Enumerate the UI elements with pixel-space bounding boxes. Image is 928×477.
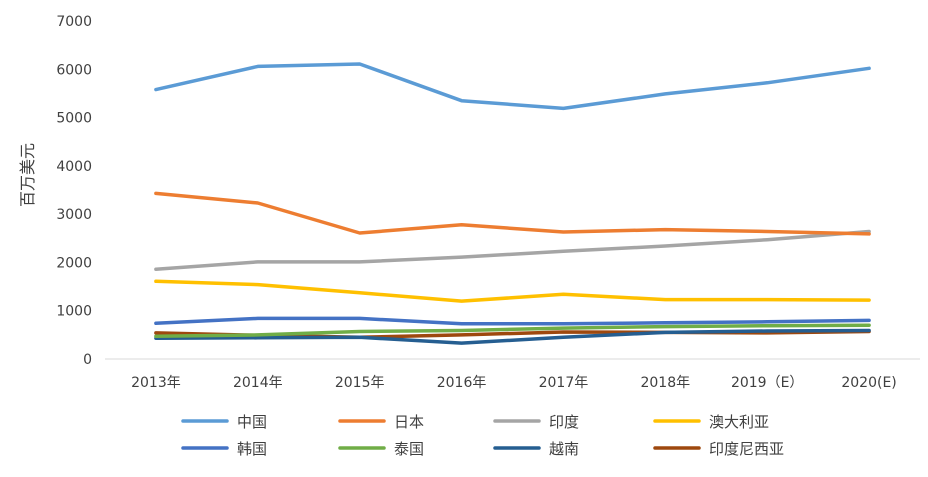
x-tick-label: 2016年	[437, 375, 487, 391]
legend-label: 越南	[549, 440, 579, 458]
series-layer	[154, 62, 871, 345]
x-tick-label: 2014年	[233, 375, 283, 391]
y-tick-label: 7000	[56, 14, 92, 30]
y-tick-label: 1000	[56, 304, 92, 320]
series-line-2	[154, 229, 871, 271]
axis-layer: 0 1000 2000 3000 4000 5000 6000 7000 2013年 2014年 2…	[56, 14, 920, 391]
y-tick-label: 2000	[56, 255, 92, 271]
legend-label: 印度	[549, 413, 579, 431]
legend-label: 泰国	[394, 440, 424, 458]
y-tick-label: 0	[83, 352, 92, 368]
series-line-0	[154, 62, 871, 111]
legend-label: 中国	[237, 413, 267, 431]
legend-label: 印度尼西亚	[709, 440, 784, 458]
x-tick-label: 2018年	[640, 375, 690, 391]
series-line-3	[154, 279, 871, 303]
legend-label: 澳大利亚	[709, 413, 769, 431]
series-line-1	[154, 191, 871, 236]
y-tick-label: 4000	[56, 159, 92, 175]
y-axis-label: 百万美元	[18, 143, 37, 207]
legend-label: 韩国	[237, 440, 267, 458]
series-line-6	[154, 328, 871, 345]
y-tick-label: 6000	[56, 62, 92, 78]
x-tick-label: 2019（E）	[731, 375, 803, 391]
y-tick-label: 3000	[56, 207, 92, 223]
y-tick-label: 5000	[56, 111, 92, 127]
legend-label: 日本	[394, 413, 424, 431]
x-tick-label: 2013年	[131, 375, 181, 391]
x-tick-label: 2017年	[539, 375, 589, 391]
series-line-5	[154, 323, 871, 339]
x-tick-label: 2020(E)	[841, 375, 896, 391]
series-line-4	[154, 316, 871, 326]
x-tick-label: 2015年	[335, 375, 385, 391]
